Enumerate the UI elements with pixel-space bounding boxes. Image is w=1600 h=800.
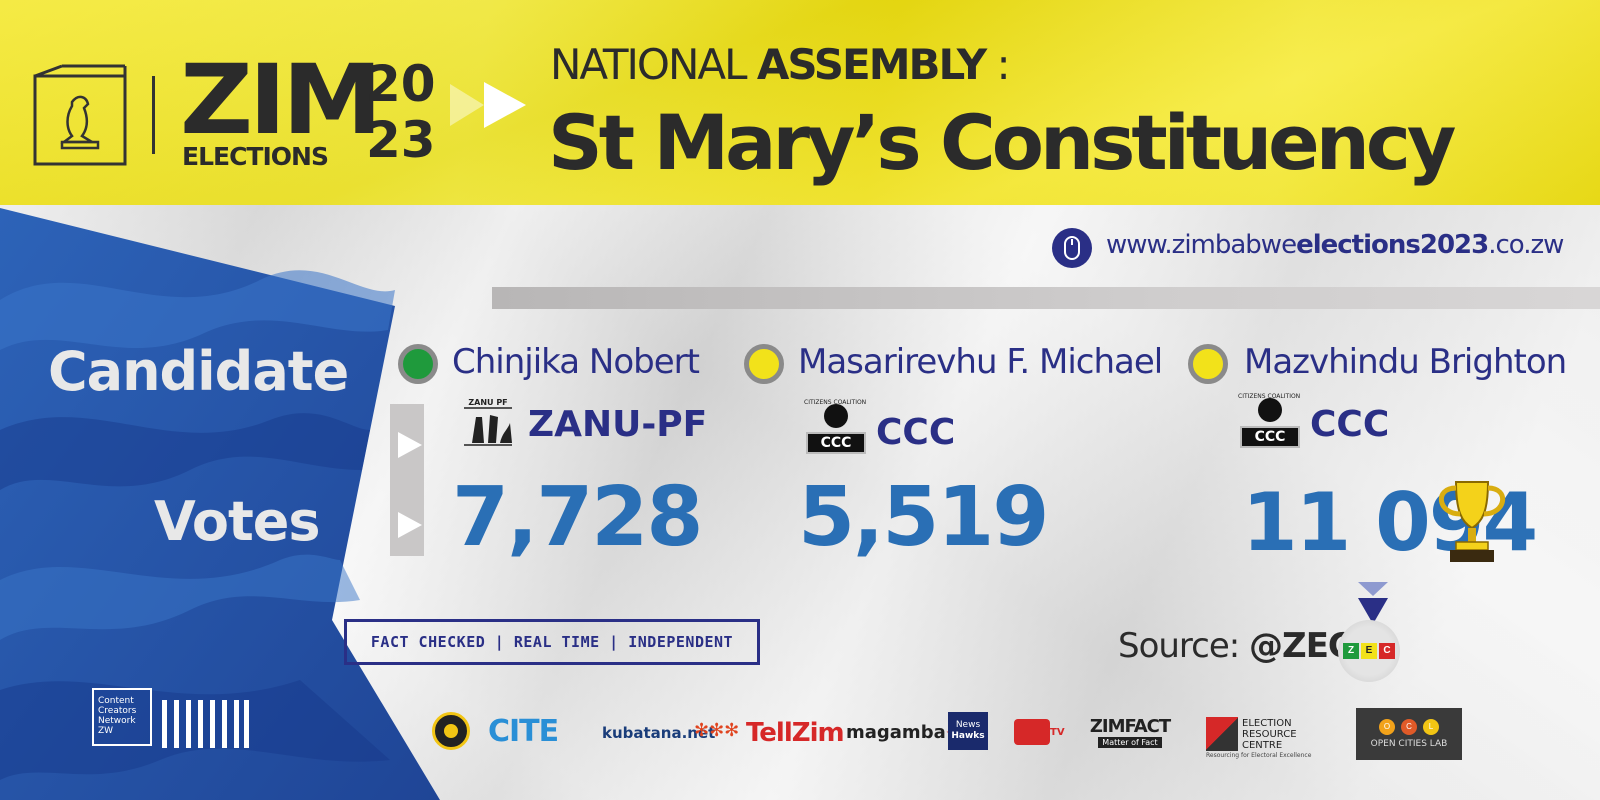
erc-line: ELECTION [1242, 717, 1292, 729]
candidate-2-party: CCC [876, 412, 956, 453]
ocl-name: OPEN CITIES LAB [1370, 739, 1448, 749]
candidate-1-votes: 7,728 [452, 470, 703, 565]
newshawks-line: Hawks [951, 731, 985, 741]
brand-zim: ZIM [180, 44, 382, 156]
ccn-logo: Content Creators Network ZW [92, 688, 152, 746]
partner-kubatana: kubatana.net [602, 724, 716, 742]
partner-ocl: O C L OPEN CITIES LAB [1356, 708, 1462, 760]
zec-letter: C [1379, 643, 1395, 659]
website-link[interactable]: www.zimbabweelections2023.co.zw [1106, 230, 1564, 260]
partner-cite: CITE [488, 714, 559, 749]
tagline-box: FACT CHECKED | REAL TIME | INDEPENDENT [344, 619, 760, 665]
ccc-logo-text: CCC [1240, 426, 1300, 448]
zimfact-tag: Matter of Fact [1098, 737, 1162, 748]
title-prefix: NATIONAL [550, 40, 748, 89]
title-bold: ASSEMBLY [756, 40, 987, 89]
source-handle: @ZEC [1249, 626, 1353, 666]
tv-text: TV [1050, 726, 1065, 738]
candidate-3-color-dot [1188, 344, 1228, 384]
candidate-1-color-dot [398, 344, 438, 384]
ocl-letter: O [1379, 719, 1395, 735]
partner-seal-icon [432, 712, 470, 750]
partner-erc: ELECTION RESOURCE CENTRE [1206, 710, 1326, 758]
erc-line: CENTRE [1242, 739, 1283, 751]
partner-zimfact: ZIMFACT Matter of Fact [1084, 712, 1176, 752]
brand-elections: ELECTIONS [182, 142, 329, 171]
zanupf-logo-icon: ZANU PF [462, 398, 514, 450]
ccn-line: ZW [98, 726, 114, 736]
ccn-line: Creators [98, 706, 137, 716]
candidate-1-party: ZANU-PF [528, 404, 708, 445]
ocl-letter: C [1401, 719, 1417, 735]
ccc-logo-ring-text: CITIZENS COALITION FOR CHANGE [804, 399, 868, 406]
trophy-icon [1438, 481, 1506, 562]
zec-letter: Z [1343, 643, 1359, 659]
mouse-icon [1052, 228, 1092, 268]
erc-book-icon [1206, 717, 1238, 751]
ccn-line: Network [98, 716, 136, 726]
zec-logo-icon: Z E C [1338, 620, 1400, 682]
source-line: Source: @ZEC [1118, 626, 1353, 666]
down-arrows-icon [1358, 582, 1388, 624]
candidate-2-color-dot [744, 344, 784, 384]
website-bold: elections2023 [1296, 230, 1489, 260]
title-line: NATIONAL ASSEMBLY : [550, 40, 1011, 89]
candidate-2-votes: 5,519 [798, 470, 1049, 565]
brand-year-bottom: 23 [366, 111, 436, 169]
website-prefix: www.zimbabwe [1106, 230, 1297, 260]
kubatana-figures-icon: ✻✻✻ [694, 720, 740, 740]
website-suffix: .co.zw [1488, 230, 1564, 260]
ccc-logo-ring-text: CITIZENS COALITION FOR CHANGE [1238, 393, 1302, 400]
play-arrows-icon [450, 82, 526, 128]
zanupf-logo-text: ZANU PF [468, 398, 508, 407]
partner-tellzim: TellZim [746, 718, 845, 748]
source-label: Source: [1118, 626, 1240, 666]
divider-bar [492, 287, 1600, 309]
candidate-1-name: Chinjika Nobert [452, 342, 700, 382]
candidate-label: Candidate [48, 340, 349, 403]
barcode-icon [162, 700, 249, 748]
candidate-2-name: Masarirevhu F. Michael [798, 342, 1163, 382]
candidate-3-name: Mazvhindu Brighton [1244, 342, 1567, 382]
ccc-logo-text: CCC [806, 432, 866, 454]
header-divider [152, 76, 155, 154]
erc-tagline: Resourcing for Electoral Excellence [1206, 752, 1312, 759]
ballot-box-icon [33, 64, 127, 166]
votes-label: Votes [154, 490, 321, 553]
ccc-logo-icon: CITIZENS COALITION FOR CHANGE CCC [1238, 392, 1302, 452]
constituency-title: St Mary’s Constituency [548, 98, 1456, 187]
ccn-line: Content [98, 696, 134, 706]
ocl-letter: L [1423, 719, 1439, 735]
tv-icon [1014, 719, 1050, 745]
yellow-header-band [0, 0, 1600, 205]
partner-newshawks: News Hawks [948, 712, 988, 750]
partner-magamba: magamba★ [846, 722, 957, 743]
partner-tv: TV [1014, 718, 1065, 746]
pointer-arrow-icon [398, 512, 422, 538]
ccc-logo-icon: CITIZENS COALITION FOR CHANGE CCC [804, 398, 868, 458]
zec-letter: E [1361, 643, 1377, 659]
title-colon: : [996, 40, 1011, 89]
zimfact-text: ZIMFACT [1089, 716, 1171, 737]
magamba-text: magamba [846, 722, 946, 743]
newshawks-line: News [955, 720, 981, 730]
brand-year-top: 20 [366, 55, 436, 113]
candidate-3-party: CCC [1310, 404, 1390, 445]
erc-line: RESOURCE [1242, 728, 1297, 740]
pointer-arrow-icon [398, 432, 422, 458]
